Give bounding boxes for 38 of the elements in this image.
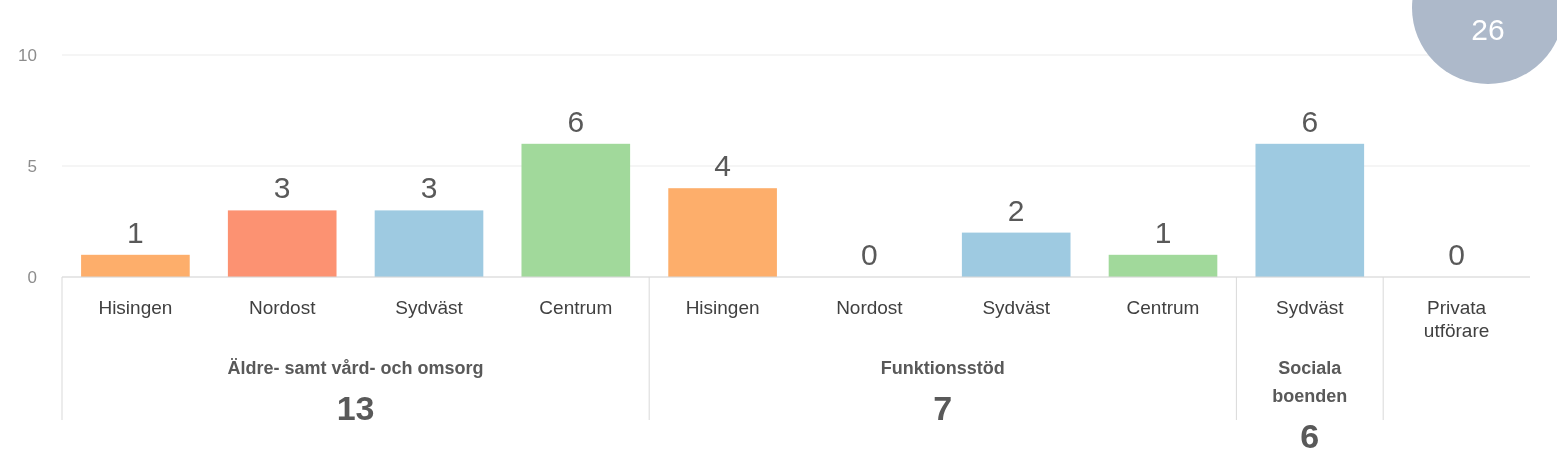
data-label: 2 (1007, 193, 1025, 227)
bar (1108, 254, 1218, 277)
y-tick-label: 0 (27, 267, 37, 287)
bar (961, 232, 1071, 277)
data-label: 6 (567, 104, 585, 138)
text: Äldre- samt vård- och omsorg (227, 358, 484, 378)
data-label: 0 (1448, 238, 1465, 271)
x-tick-label: Nordost (248, 297, 317, 318)
bar (1255, 143, 1365, 277)
bar (521, 143, 631, 277)
bar (668, 188, 777, 277)
y-tick-label: 10 (18, 45, 37, 65)
text: Funktionsstöd (880, 358, 1005, 378)
data-label: 3 (273, 171, 291, 205)
bar (374, 210, 484, 277)
data-label: 0 (861, 238, 878, 271)
text: 7 (933, 389, 953, 427)
data-label: 6 (1301, 104, 1319, 138)
bar (227, 210, 337, 277)
text: 26 (1471, 13, 1505, 46)
x-tick-label: Hisingen (98, 297, 173, 318)
x-tick-label: Centrum (1126, 297, 1200, 318)
bar (81, 254, 190, 277)
data-label: 4 (714, 149, 731, 183)
x-tick-label: Sydväst (982, 297, 1051, 318)
text: 13 (336, 389, 375, 427)
x-tick-label: Sydväst (395, 297, 464, 318)
x-tick-label: Privata utförare (1423, 297, 1490, 341)
data-label: 3 (420, 171, 438, 205)
data-label: 1 (127, 215, 144, 249)
data-label: 1 (1154, 215, 1172, 249)
text: 6 (1300, 417, 1320, 451)
x-tick-label: Centrum (539, 297, 613, 318)
text: Sociala boenden (1272, 358, 1348, 406)
y-tick-label: 5 (27, 156, 37, 176)
x-tick-label: Sydväst (1276, 297, 1345, 318)
x-tick-label: Hisingen (685, 297, 760, 318)
x-tick-label: Nordost (836, 297, 904, 318)
